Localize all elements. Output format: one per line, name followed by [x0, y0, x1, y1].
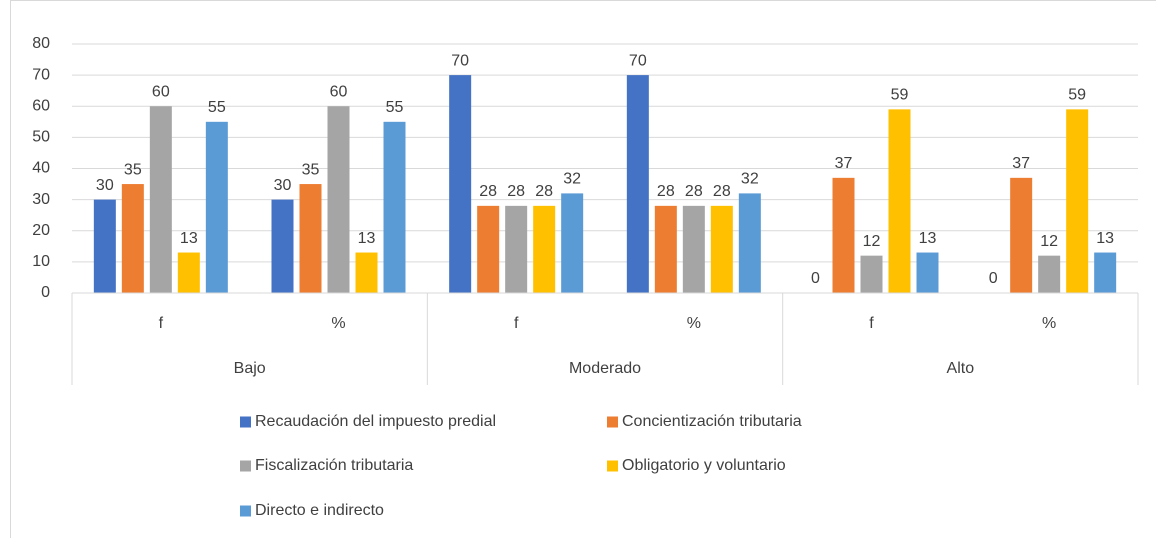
data-label: 37: [1012, 155, 1030, 172]
bar: [561, 193, 584, 293]
data-label: 35: [124, 161, 142, 178]
data-label: 37: [835, 155, 853, 172]
bar: [710, 205, 733, 293]
data-label: 0: [989, 270, 998, 287]
y-tick-label: 80: [32, 35, 50, 52]
data-label: 70: [451, 52, 469, 69]
bar: [832, 177, 855, 293]
data-label: 13: [1096, 230, 1114, 247]
data-label: 28: [535, 183, 553, 200]
x-tick-label: %: [331, 315, 345, 332]
legend-swatch: [607, 460, 618, 472]
data-label: 70: [629, 52, 647, 69]
bar: [177, 252, 200, 293]
legend-label: Directo e indirecto: [255, 502, 384, 519]
y-tick-label: 20: [32, 222, 50, 239]
bar: [888, 109, 911, 293]
bar: [1038, 255, 1061, 293]
data-label: 13: [358, 230, 376, 247]
y-tick-label: 50: [32, 129, 50, 146]
data-label: 32: [563, 171, 581, 188]
x-tick-label: f: [869, 315, 874, 332]
bar: [477, 205, 500, 293]
bar: [682, 205, 705, 293]
bar: [1094, 252, 1117, 293]
data-label: 28: [657, 183, 675, 200]
y-tick-label: 10: [32, 253, 50, 270]
data-label: 13: [919, 230, 937, 247]
bar: [1010, 177, 1033, 293]
data-label: 60: [330, 83, 348, 100]
legend-swatch: [240, 460, 251, 472]
legend-swatch: [240, 416, 251, 428]
bar: [1066, 109, 1089, 293]
x-tick-label: f: [159, 315, 164, 332]
bar: [149, 106, 172, 293]
bar: [327, 106, 350, 293]
bar: [271, 199, 294, 293]
data-label: 0: [811, 270, 820, 287]
legend-label: Recaudación del impuesto predial: [255, 413, 496, 430]
legend-label: Concientización tributaria: [622, 413, 802, 430]
y-tick-label: 60: [32, 97, 50, 114]
data-label: 32: [741, 171, 759, 188]
group-label: Alto: [947, 360, 975, 377]
x-tick-label: f: [514, 315, 519, 332]
bar: [738, 193, 761, 293]
data-label: 28: [713, 183, 731, 200]
legend-label: Fiscalización tributaria: [255, 457, 413, 474]
bar: [449, 75, 472, 293]
data-label: 12: [863, 233, 881, 250]
y-tick-label: 70: [32, 66, 50, 83]
bar: [916, 252, 939, 293]
bar: [505, 205, 528, 293]
data-label: 55: [386, 99, 404, 116]
data-label: 55: [208, 99, 226, 116]
data-label: 28: [479, 183, 497, 200]
data-label: 28: [685, 183, 703, 200]
x-tick-label: %: [1042, 315, 1056, 332]
legend-label: Obligatorio y voluntario: [622, 457, 786, 474]
data-label: 59: [891, 87, 909, 104]
y-tick-label: 30: [32, 191, 50, 208]
bar: [205, 121, 228, 293]
bar: [121, 184, 144, 293]
y-tick-label: 0: [41, 284, 50, 301]
legend-swatch: [240, 505, 251, 517]
data-label: 13: [180, 230, 198, 247]
data-label: 30: [274, 177, 292, 194]
legend-swatch: [607, 416, 618, 428]
y-tick-label: 40: [32, 160, 50, 177]
data-label: 12: [1040, 233, 1058, 250]
chart-border: [10, 0, 1156, 538]
data-label: 59: [1068, 87, 1086, 104]
data-label: 30: [96, 177, 114, 194]
data-label: 60: [152, 83, 170, 100]
bar: [626, 75, 649, 293]
bar: [860, 255, 883, 293]
data-label: 35: [302, 161, 320, 178]
bar: [533, 205, 556, 293]
x-tick-label: %: [687, 315, 701, 332]
group-label: Moderado: [569, 360, 641, 377]
bar: [355, 252, 378, 293]
group-label: Bajo: [234, 360, 266, 377]
bar: [654, 205, 677, 293]
bar: [383, 121, 406, 293]
bar: [93, 199, 116, 293]
data-label: 28: [507, 183, 525, 200]
bar: [299, 184, 322, 293]
